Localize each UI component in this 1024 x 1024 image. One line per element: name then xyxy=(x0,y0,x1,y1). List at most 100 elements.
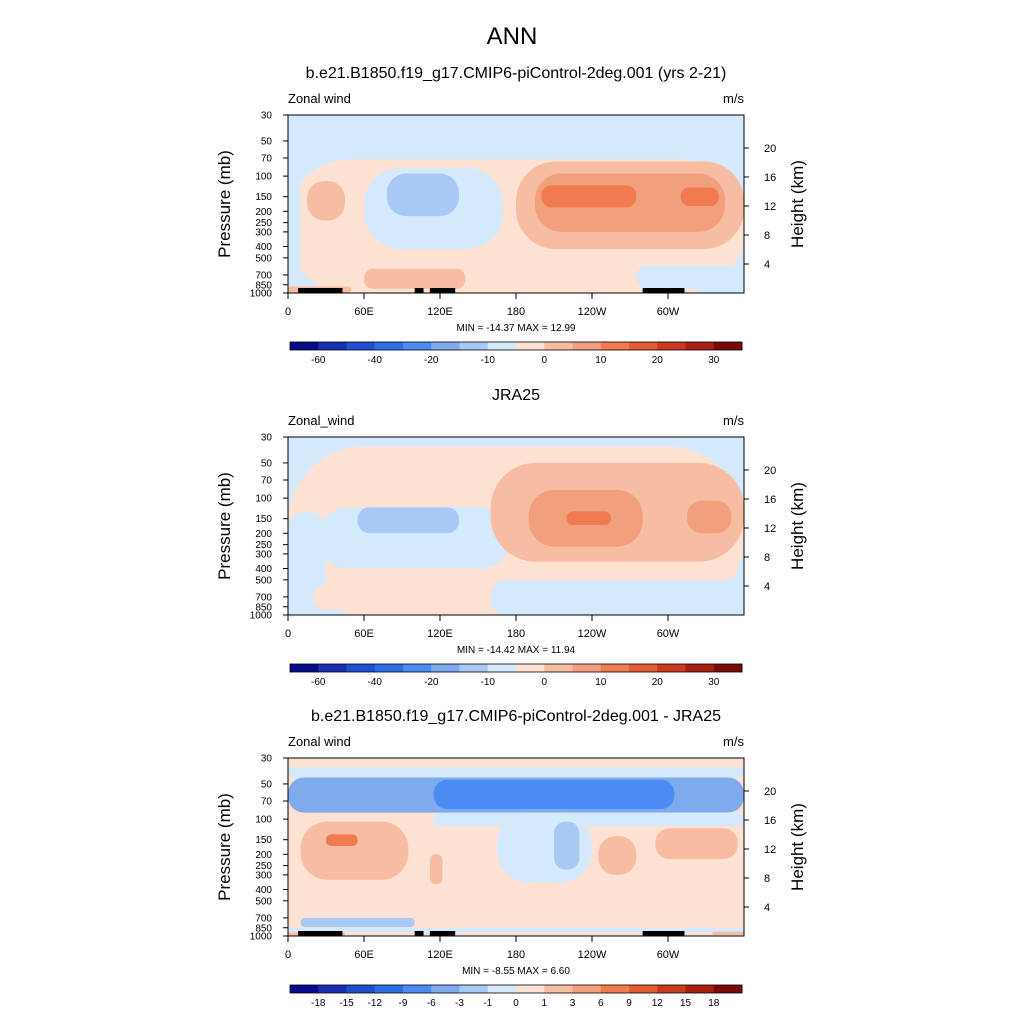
contour-region xyxy=(636,265,744,290)
min-max-label: MIN = -14.42 MAX = 11.94 xyxy=(457,645,576,656)
colorbar-label: -12 xyxy=(368,998,383,1009)
units-label: m/s xyxy=(723,413,744,428)
y-tick-label: 250 xyxy=(255,861,272,872)
contour-region xyxy=(386,173,459,217)
y-tick-label: 700 xyxy=(255,270,272,281)
contour-region xyxy=(598,836,637,875)
colorbar-swatch xyxy=(600,985,630,993)
colorbar-label: -20 xyxy=(424,677,439,688)
colorbar-label: -60 xyxy=(311,355,326,366)
y-tick-label: 400 xyxy=(255,885,272,896)
figure-title: ANN xyxy=(487,23,538,50)
height-tick-label: 4 xyxy=(764,581,770,593)
contour-region xyxy=(541,185,637,208)
y-tick-label: 300 xyxy=(255,870,272,881)
y-tick-label: 200 xyxy=(255,529,272,540)
colorbar-swatch xyxy=(431,664,460,672)
colorbar-swatch xyxy=(346,664,376,672)
colorbar-frame xyxy=(289,663,743,673)
x-tick-label: 120W xyxy=(578,628,607,640)
contour-region xyxy=(566,511,611,526)
min-max-label: MIN = -8.55 MAX = 6.60 xyxy=(462,966,570,977)
y-tick-label: 500 xyxy=(255,896,272,907)
x-tick-label: 0 xyxy=(285,628,291,640)
y-tick-label: 850 xyxy=(255,280,272,291)
x-tick-label: 60W xyxy=(657,628,680,640)
y-tick-label: 500 xyxy=(255,575,272,586)
contour-region xyxy=(433,812,744,827)
colorbar-swatch xyxy=(431,985,460,993)
colorbar-swatch xyxy=(600,664,630,672)
y-tick-label: 200 xyxy=(255,850,272,861)
colorbar-swatch xyxy=(544,342,573,350)
colorbar-swatch xyxy=(487,664,517,672)
variable-label: Zonal_wind xyxy=(288,413,355,428)
height-tick-label: 4 xyxy=(764,259,770,271)
colorbar-label: -10 xyxy=(481,677,496,688)
colorbar-swatch xyxy=(544,664,573,672)
colorbar-swatch xyxy=(374,342,404,350)
chart-panel-3: b.e21.B1850.f19_g17.CMIP6-piControl-2deg… xyxy=(215,708,807,1009)
colorbar-swatch xyxy=(290,342,319,350)
y-tick-label: 100 xyxy=(255,815,272,826)
colorbar-frame xyxy=(289,341,743,351)
colorbar: -60 -40 -20 -10 0 10 20 30 xyxy=(289,341,743,366)
colorbar-label: 0 xyxy=(513,998,519,1009)
colorbar-swatch xyxy=(713,342,743,350)
colorbar-swatch xyxy=(487,985,517,993)
x-tick-label: 120E xyxy=(427,949,453,961)
colorbar: -18 -15 -12 -9 -6 -3 -1 0 1 3 6 9 12 15 18 xyxy=(289,984,743,1009)
colorbar-label: 20 xyxy=(652,677,664,688)
x-tick-label: 60E xyxy=(354,306,374,318)
colorbar-swatch xyxy=(657,664,686,672)
height-tick-label: 16 xyxy=(764,815,776,827)
panels: b.e21.B1850.f19_g17.CMIP6-piControl-2deg… xyxy=(215,65,807,1009)
colorbar-label: -20 xyxy=(424,355,439,366)
y-axis-label: Pressure (mb) xyxy=(215,472,234,580)
panel-title: b.e21.B1850.f19_g17.CMIP6-piControl-2deg… xyxy=(311,708,721,725)
contour-region xyxy=(300,917,415,928)
units-label: m/s xyxy=(723,734,744,749)
colorbar-label: 20 xyxy=(652,355,664,366)
y-tick-label: 200 xyxy=(255,207,272,218)
colorbar-label: -18 xyxy=(311,998,326,1009)
colorbar-swatch xyxy=(318,985,347,993)
y-tick-label: 850 xyxy=(255,923,272,934)
y-tick-label: 400 xyxy=(255,564,272,575)
y-tick-label: 30 xyxy=(261,111,273,122)
colorbar-swatch xyxy=(516,342,545,350)
colorbar-swatch xyxy=(544,985,573,993)
y-tick-label: 300 xyxy=(255,549,272,560)
panel-title: JRA25 xyxy=(492,387,540,404)
variable-label: Zonal wind xyxy=(288,91,351,106)
y-tick-label: 150 xyxy=(255,192,272,203)
y-tick-label: 850 xyxy=(255,602,272,613)
x-tick-label: 60W xyxy=(657,306,680,318)
colorbar-label: -15 xyxy=(339,998,354,1009)
colorbar-frame xyxy=(289,984,743,994)
y-tick-label: 500 xyxy=(255,253,272,264)
panel-title: b.e21.B1850.f19_g17.CMIP6-piControl-2deg… xyxy=(306,65,727,82)
min-max-label: MIN = -14.37 MAX = 12.99 xyxy=(457,323,576,334)
y-tick-label: 700 xyxy=(255,592,272,603)
contour-region xyxy=(288,164,301,282)
colorbar-swatch xyxy=(290,664,319,672)
y-tick-label: 700 xyxy=(255,913,272,924)
contour-region xyxy=(357,507,459,534)
y-tick-label: 100 xyxy=(255,494,272,505)
topography-bar xyxy=(429,931,456,936)
colorbar-swatch xyxy=(713,664,743,672)
colorbar-swatch xyxy=(318,342,347,350)
colorbar-swatch xyxy=(657,985,686,993)
height-tick-label: 8 xyxy=(764,552,770,564)
colorbar-label: -1 xyxy=(483,998,492,1009)
contour-field xyxy=(288,437,744,615)
y-tick-label: 70 xyxy=(261,476,273,487)
x-tick-label: 120W xyxy=(578,949,607,961)
colorbar-swatch xyxy=(685,664,715,672)
colorbar-swatch xyxy=(290,985,319,993)
contour-region xyxy=(288,767,744,778)
x-tick-label: 60E xyxy=(354,949,374,961)
colorbar-label: 10 xyxy=(595,677,607,688)
